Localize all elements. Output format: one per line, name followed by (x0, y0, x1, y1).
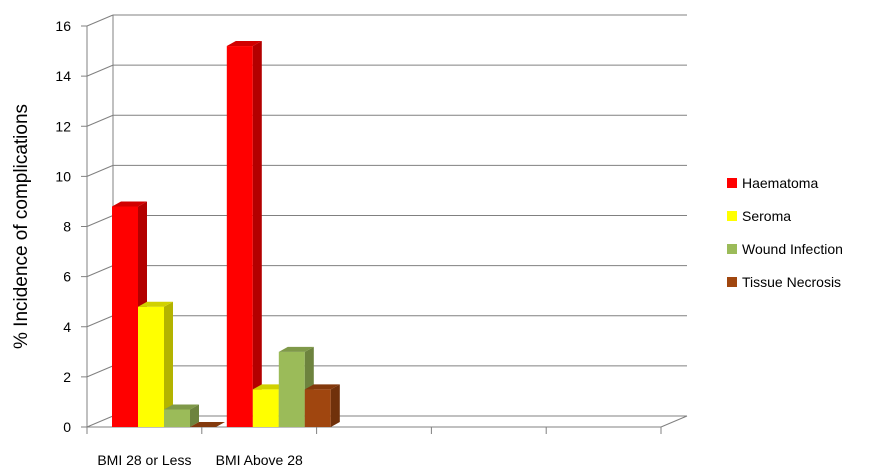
bar (164, 404, 199, 427)
gridline-diagonal (86, 215, 114, 227)
legend-swatch (727, 277, 737, 287)
bar (190, 422, 225, 427)
legend-swatch (727, 244, 737, 254)
bar (304, 384, 340, 427)
gridline-diagonal (86, 164, 114, 177)
y-tick-labels: 0 2 4 6 8 10 12 14 16 (55, 18, 71, 435)
bar-side-face (190, 404, 199, 427)
floor-right-edge (660, 415, 688, 428)
legend-item: Wound Infection (727, 241, 843, 257)
bar-top-face (278, 346, 314, 352)
bar-top-face (112, 201, 147, 207)
x-tick-label: BMI Above 28 (216, 452, 303, 468)
gridline-diagonal (86, 64, 114, 77)
y-tick-label: 4 (63, 319, 71, 335)
bars (112, 41, 340, 428)
bar-front-face (164, 409, 190, 427)
bar (226, 41, 262, 428)
gridlines (86, 14, 687, 428)
y-tick-label: 2 (63, 369, 71, 385)
bar-side-face (330, 384, 340, 427)
bar-front-face (226, 46, 253, 428)
legend-label: Haematoma (742, 175, 818, 191)
y-tick-label: 6 (63, 269, 71, 285)
gridline-diagonal (86, 14, 114, 27)
gridline-diagonal (86, 315, 114, 328)
legend-swatch (727, 178, 737, 188)
legend-item: Seroma (727, 208, 791, 224)
legend-label: Seroma (742, 208, 791, 224)
gridline-diagonal (86, 114, 114, 127)
legend-item: Haematoma (727, 175, 818, 191)
bar-side-face (252, 41, 262, 428)
bar-front-face (278, 351, 305, 427)
y-tick-label: 8 (63, 219, 71, 235)
bar (138, 301, 173, 427)
gridline-diagonal (86, 365, 114, 378)
y-tick-label: 12 (55, 118, 71, 134)
y-tick-label: 10 (55, 168, 71, 184)
bar-front-face (304, 389, 331, 427)
y-axis-label: % Incidence of complications (11, 104, 32, 349)
bar-front-face (138, 306, 164, 427)
bar-top-face (190, 422, 225, 427)
bar-top-face (138, 301, 173, 307)
bar-side-face (164, 301, 173, 427)
legend: Haematoma Seroma Wound Infection Tissue Nec… (727, 175, 843, 290)
bar-front-face (252, 389, 279, 427)
bar-top-face (164, 404, 199, 410)
y-tick-label: 14 (55, 68, 71, 84)
gridline-diagonal (86, 265, 114, 278)
y-tick-label: 0 (63, 419, 71, 435)
gridline-diagonal (86, 415, 114, 428)
legend-swatch (727, 211, 737, 221)
y-tick-label: 16 (55, 18, 71, 34)
legend-label: Wound Infection (742, 241, 843, 257)
x-tick-label: BMI 28 or Less (97, 452, 191, 468)
legend-item: Tissue Necrosis (727, 274, 841, 290)
x-tick-labels: BMI 28 or Less BMI Above 28 (97, 452, 303, 468)
bar-top-face (226, 41, 262, 47)
bar-top-face (304, 384, 340, 390)
legend-label: Tissue Necrosis (742, 274, 841, 290)
bar-front-face (112, 206, 138, 427)
